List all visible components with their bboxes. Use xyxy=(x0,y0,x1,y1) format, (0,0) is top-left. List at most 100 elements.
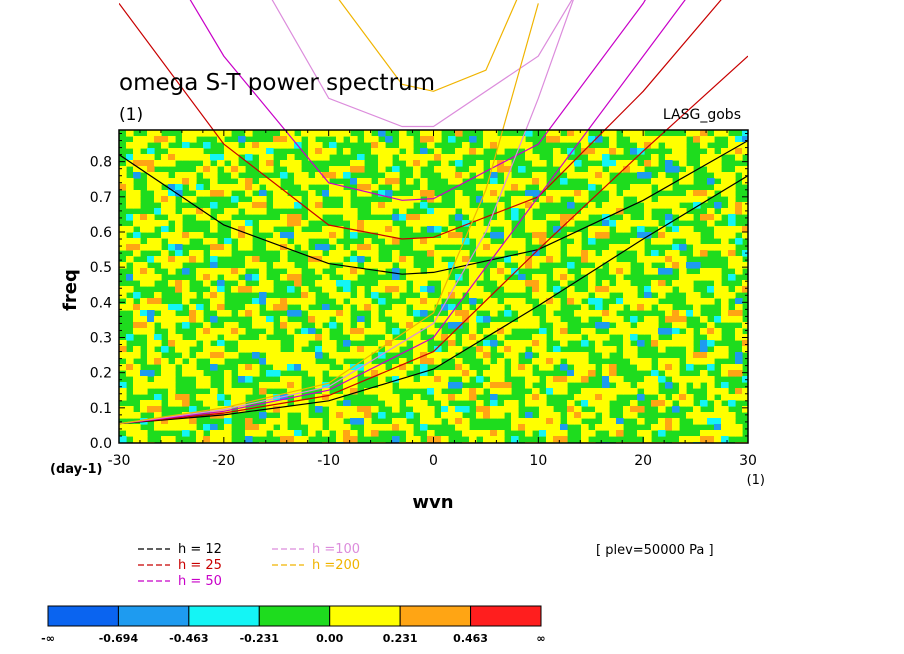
colorbar-segment xyxy=(47,605,119,627)
heatmap-cell xyxy=(651,256,659,263)
heatmap-cell xyxy=(287,202,295,209)
heatmap-cell xyxy=(287,142,295,149)
heatmap-cell xyxy=(553,298,561,305)
heatmap-cell xyxy=(238,376,246,383)
heatmap-cell xyxy=(714,280,722,287)
heatmap-cell xyxy=(553,136,561,143)
heatmap-cell xyxy=(266,148,274,155)
heatmap-cell xyxy=(371,208,379,215)
heatmap-cell xyxy=(560,388,568,395)
heatmap-cell xyxy=(434,130,442,137)
heatmap-cell xyxy=(343,148,351,155)
heatmap-cell xyxy=(658,268,666,275)
heatmap-cell xyxy=(588,166,596,173)
heatmap-cell xyxy=(553,160,561,167)
heatmap-cell xyxy=(133,316,141,323)
heatmap-cell xyxy=(441,382,449,389)
heatmap-cell xyxy=(693,418,701,425)
heatmap-cell xyxy=(651,370,659,377)
heatmap-cell xyxy=(161,256,169,263)
heatmap-cell xyxy=(294,334,302,341)
heatmap-cell xyxy=(567,244,575,251)
heatmap-cell xyxy=(504,280,512,287)
heatmap-cell xyxy=(273,304,281,311)
heatmap-cell xyxy=(735,298,743,305)
heatmap-cell xyxy=(441,370,449,377)
heatmap-cell xyxy=(406,328,414,335)
heatmap-cell xyxy=(623,334,631,341)
heatmap-cell xyxy=(504,160,512,167)
heatmap-cell xyxy=(581,208,589,215)
heatmap-cell xyxy=(343,376,351,383)
heatmap-cell xyxy=(427,388,435,395)
heatmap-cell xyxy=(728,178,736,185)
heatmap-cell xyxy=(525,310,533,317)
heatmap-cell xyxy=(693,136,701,143)
heatmap-cell xyxy=(427,226,435,233)
heatmap-cell xyxy=(637,328,645,335)
heatmap-cell xyxy=(721,190,729,197)
heatmap-cell xyxy=(399,208,407,215)
heatmap-cell xyxy=(574,358,582,365)
heatmap-cell xyxy=(406,322,414,329)
heatmap-cell xyxy=(539,394,547,401)
heatmap-cell xyxy=(616,196,624,203)
heatmap-cell xyxy=(483,346,491,353)
heatmap-cell xyxy=(245,178,253,185)
heatmap-cell xyxy=(126,214,134,221)
heatmap-cell xyxy=(196,304,204,311)
heatmap-cell xyxy=(672,418,680,425)
y-axis-label: freq xyxy=(60,269,81,311)
heatmap-cell xyxy=(378,160,386,167)
heatmap-cell xyxy=(714,244,722,251)
heatmap-cell xyxy=(469,328,477,335)
heatmap-cell xyxy=(588,394,596,401)
series-line-6 xyxy=(119,55,748,425)
heatmap-cell xyxy=(252,322,260,329)
heatmap-cell xyxy=(315,172,323,179)
heatmap-cell xyxy=(700,196,708,203)
heatmap-cell xyxy=(616,220,624,227)
heatmap-cell xyxy=(658,394,666,401)
heatmap-cell xyxy=(294,136,302,143)
heatmap-cell xyxy=(623,130,631,137)
heatmap-cell xyxy=(616,202,624,209)
heatmap-cell xyxy=(126,334,134,341)
heatmap-cell xyxy=(322,328,330,335)
heatmap-cell xyxy=(259,358,267,365)
heatmap-cell xyxy=(287,286,295,293)
heatmap-cell xyxy=(532,160,540,167)
heatmap-cell xyxy=(273,340,281,347)
heatmap-cell xyxy=(483,292,491,299)
heatmap-cell xyxy=(343,352,351,359)
heatmap-cell xyxy=(224,436,232,443)
heatmap-cell xyxy=(133,154,141,161)
heatmap-cell xyxy=(182,238,190,245)
heatmap-cell xyxy=(245,274,253,281)
heatmap-cell xyxy=(357,244,365,251)
heatmap-cell xyxy=(315,232,323,239)
heatmap-cell xyxy=(693,250,701,257)
heatmap-cell xyxy=(154,160,162,167)
heatmap-cell xyxy=(245,148,253,155)
heatmap-cell xyxy=(196,352,204,359)
heatmap-cell xyxy=(245,430,253,437)
heatmap-cell xyxy=(553,244,561,251)
heatmap-cell xyxy=(133,214,141,221)
heatmap-cell xyxy=(469,436,477,443)
heatmap-cell xyxy=(581,130,589,137)
heatmap-cell xyxy=(350,166,358,173)
heatmap-cell xyxy=(434,358,442,365)
heatmap-cell xyxy=(630,358,638,365)
heatmap-cell xyxy=(476,196,484,203)
heatmap-cell xyxy=(294,346,302,353)
heatmap-cell xyxy=(154,400,162,407)
heatmap-cell xyxy=(196,268,204,275)
heatmap-cell xyxy=(483,316,491,323)
heatmap-cell xyxy=(623,214,631,221)
heatmap-cell xyxy=(308,364,316,371)
heatmap-cell xyxy=(231,184,239,191)
heatmap-cell xyxy=(259,202,267,209)
heatmap-cell xyxy=(392,166,400,173)
heatmap-cell xyxy=(413,166,421,173)
